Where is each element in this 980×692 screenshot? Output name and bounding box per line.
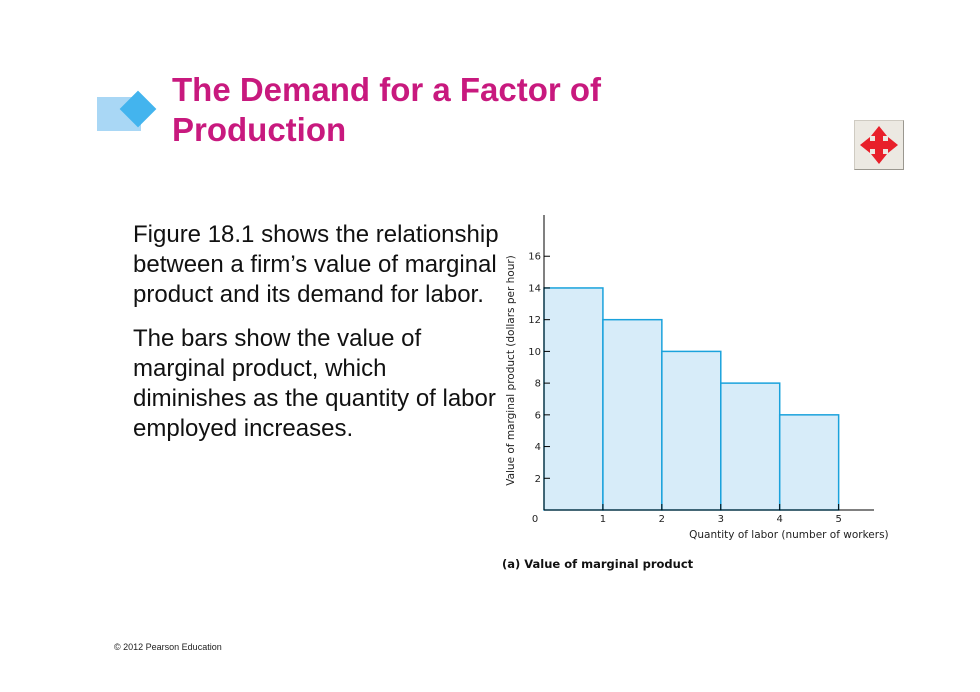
y-tick-label: 12 [528,315,541,326]
body-text: Figure 18.1 shows the relationship betwe… [133,220,503,458]
y-tick-label: 2 [535,474,541,485]
four-way-arrow-icon [860,126,898,164]
x-ticks-layer: 0 1 2 3 4 5 [532,504,842,525]
move-button[interactable] [854,120,904,170]
body-paragraph-2: The bars show the value of marginal prod… [133,325,496,442]
slide-title: The Demand for a Factor of Production [172,71,602,148]
bar-4 [720,382,781,511]
bar-1 [543,287,604,511]
copyright-footer: © 2012 Pearson Education [114,642,222,652]
bars-layer [543,287,840,511]
bar-3 [661,350,722,511]
y-tick-label: 8 [535,379,541,390]
x-tick-label: 3 [718,514,724,525]
bar-2 [602,318,663,511]
x-tick-label: 2 [659,514,665,525]
y-tick-label: 4 [535,442,541,453]
x-tick-label: 0 [532,514,538,525]
body-paragraph-1: Figure 18.1 shows the relationship betwe… [133,221,499,308]
y-tick-label: 16 [528,252,541,263]
x-tick-label: 5 [835,514,841,525]
y-tick-label: 6 [535,410,541,421]
y-tick-label: 14 [528,283,541,294]
x-axis-label: Quantity of labor (number of workers) [689,529,889,541]
y-axis-label: Value of marginal product (dollars per h… [505,255,517,486]
y-ticks-layer: 2 4 6 8 10 12 14 16 [528,252,550,485]
bar-5 [778,414,840,511]
x-tick-label: 1 [600,514,606,525]
chart-caption: (a) Value of marginal product [502,557,694,571]
y-tick-label: 10 [528,347,541,358]
x-tick-label: 4 [777,514,783,525]
